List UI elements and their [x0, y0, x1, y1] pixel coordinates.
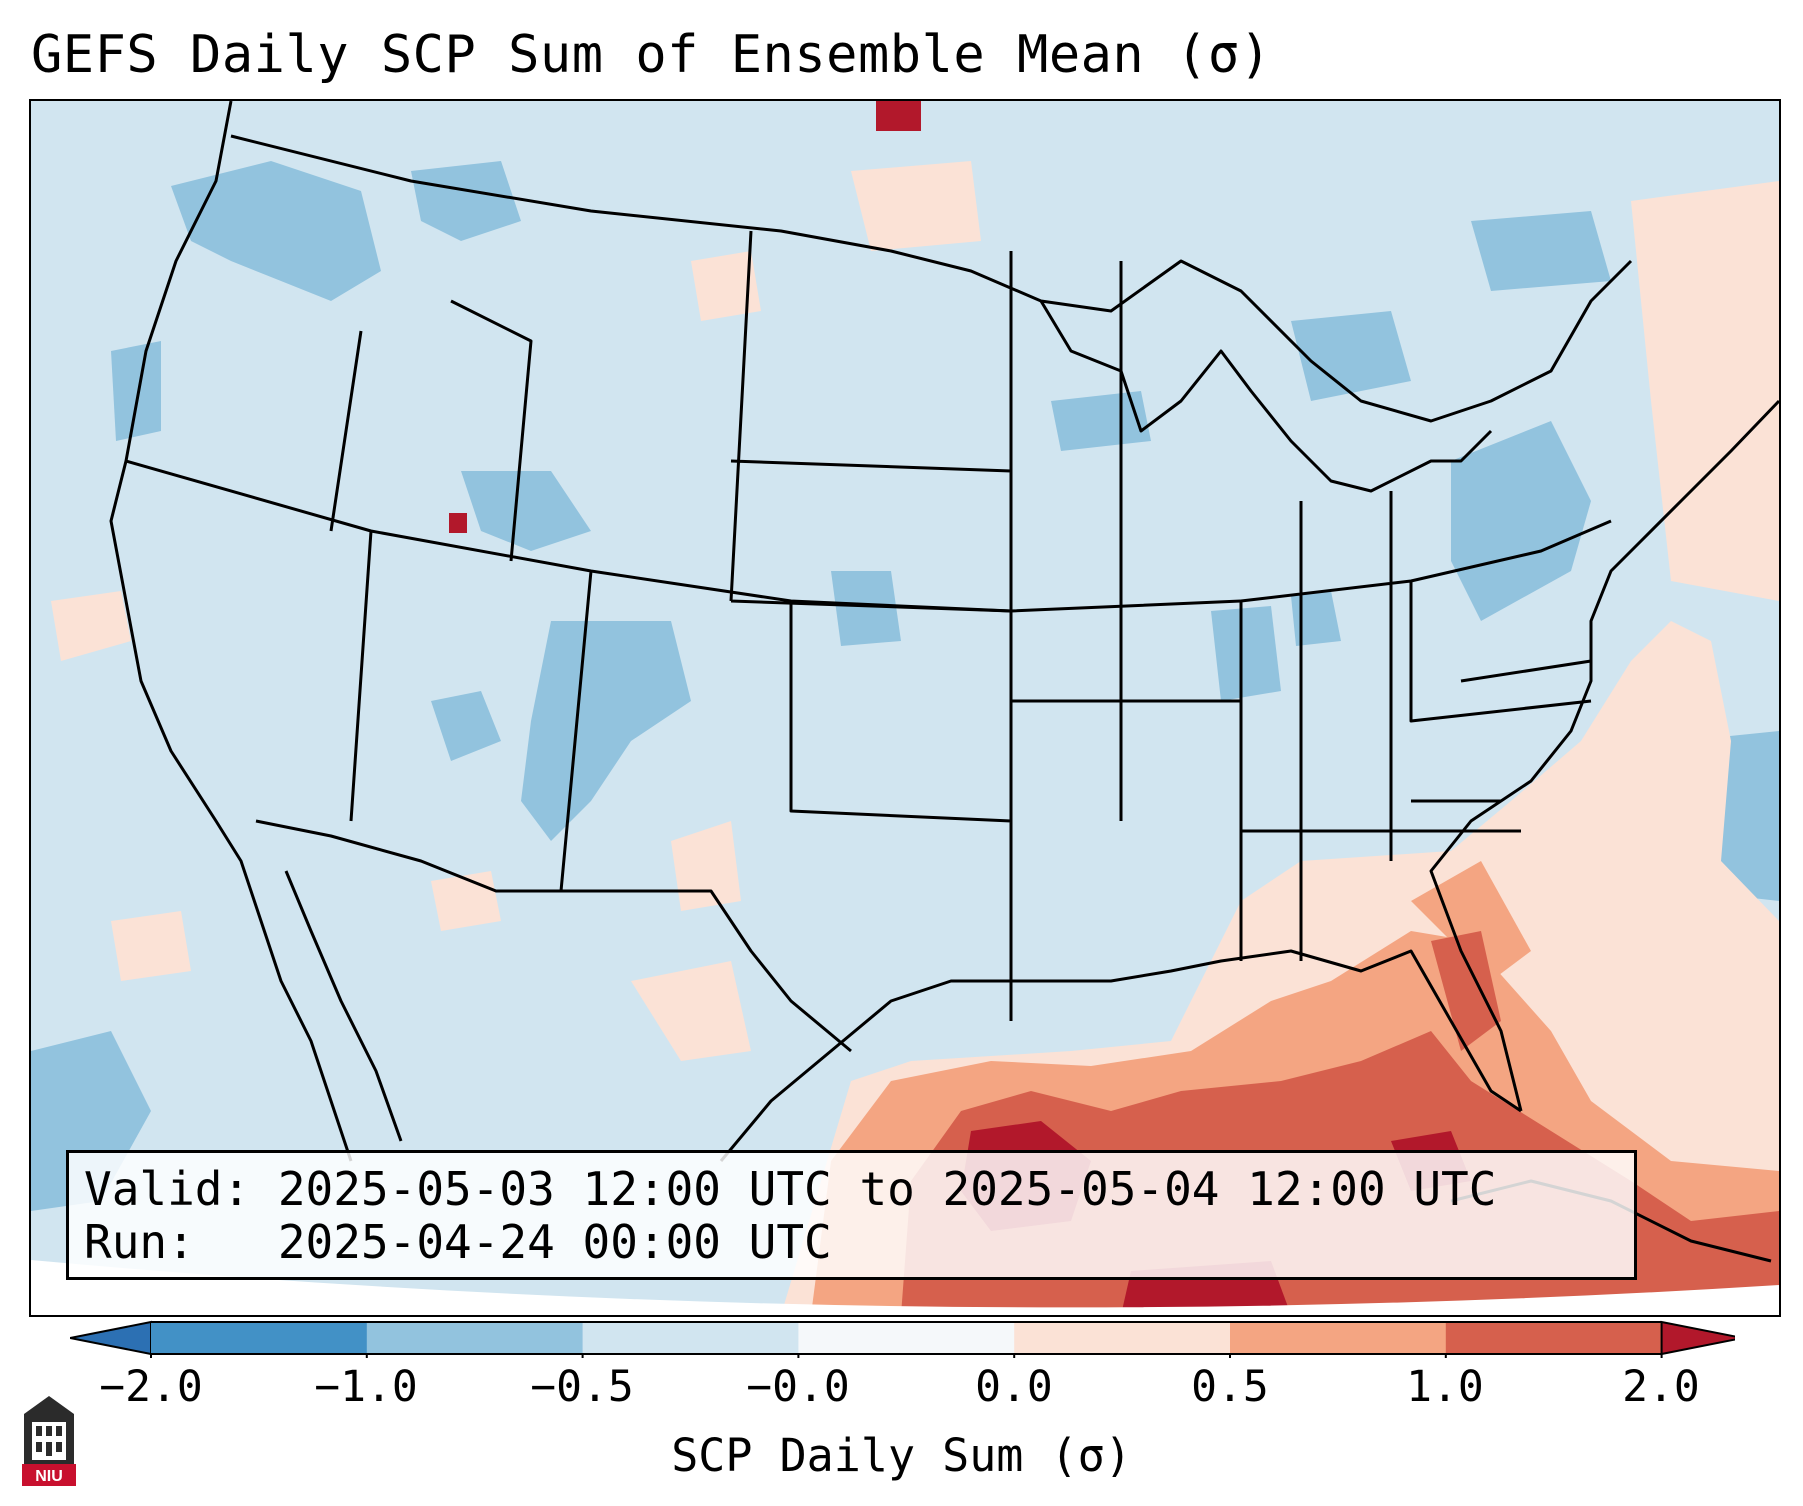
- map-frame: [29, 99, 1781, 1317]
- gulf-coastline: [719, 949, 1522, 1162]
- colorbar-tick-label: −2.0: [99, 1362, 203, 1412]
- baja-region: [111, 911, 191, 981]
- florida-east-coast-region: [1411, 861, 1531, 981]
- interior-state-lines-west: [125, 299, 1242, 1021]
- pacific-offshore-patch: [111, 341, 161, 441]
- interior-state-lines-central: [729, 230, 1521, 961]
- atlantic-canada-patch: [1471, 211, 1611, 291]
- quebec-patch: [1291, 311, 1411, 401]
- colorbar-tick-label: 2.0: [1622, 1362, 1700, 1412]
- valid-time-text: Valid: 2025-05-03 12:00 UTC to 2025-05-0…: [84, 1162, 1497, 1216]
- colorbar-outline: [151, 1321, 1662, 1355]
- kansas-patch: [831, 571, 901, 646]
- colorbar-segment: [798, 1322, 1015, 1354]
- canada-extreme-cell: [876, 101, 921, 131]
- eastern-canada-region: [1631, 181, 1779, 601]
- florida-peninsula-region: [1431, 931, 1501, 1051]
- colorbar-tick-label: 0.5: [1191, 1362, 1269, 1412]
- colorado-utah-patch: [521, 621, 691, 841]
- colorbar-tick-label: 0.0: [975, 1362, 1053, 1412]
- colorbar-tick-label: −0.0: [746, 1362, 850, 1412]
- colorbar-segment: [1445, 1322, 1663, 1354]
- colorbar-segment: [1230, 1322, 1447, 1354]
- colorbar-over-extension: [1660, 1320, 1735, 1356]
- west-coast-coastline: [109, 101, 353, 1162]
- northern-plains-patch: [411, 161, 521, 241]
- chart-title: GEFS Daily SCP Sum of Ensemble Mean (σ): [31, 25, 1272, 85]
- baja-coastline: [284, 870, 403, 1142]
- northern-plains-region: [851, 161, 981, 251]
- eastern-pacific-patch: [31, 1031, 151, 1211]
- info-box: Valid: 2025-05-03 12:00 UTC to 2025-05-0…: [66, 1150, 1637, 1280]
- interior-state-lines-east: [1240, 491, 1612, 961]
- indiana-patch: [1211, 606, 1281, 701]
- new-mexico-region: [671, 821, 741, 911]
- niu-logo-icon: NIU: [22, 1396, 76, 1486]
- ohio-patch: [1291, 591, 1341, 646]
- colorbar-tick-label: −0.5: [530, 1362, 634, 1412]
- niu-logo-text: NIU: [35, 1468, 63, 1485]
- run-time-text: Run: 2025-04-24 00:00 UTC: [84, 1215, 832, 1269]
- colorbar-tick-label: 1.0: [1406, 1362, 1484, 1412]
- scp-map: [31, 101, 1779, 1310]
- mexico-us-border: [255, 819, 852, 1053]
- california-offshore-region: [51, 591, 131, 661]
- colorbar-segment: [366, 1322, 584, 1354]
- west-texas-region: [631, 961, 751, 1061]
- utah-extreme-cell: [449, 513, 467, 533]
- atlantic-coastline: [1429, 399, 1779, 1112]
- pacific-northwest-patch: [171, 161, 381, 301]
- political-boundaries: [109, 101, 1779, 1263]
- colorbar-segment: [1014, 1322, 1231, 1354]
- colorbar-under-extension: [70, 1320, 152, 1356]
- colorbar-tick-label: −1.0: [314, 1362, 418, 1412]
- colorbar: [70, 1320, 1735, 1358]
- montana-region: [691, 251, 761, 321]
- idaho-wyoming-patch: [461, 471, 591, 551]
- colorbar-segment: [582, 1322, 799, 1354]
- colorbar-label: SCP Daily Sum (σ): [671, 1429, 1132, 1482]
- pennsylvania-new-york-patch: [1451, 421, 1591, 621]
- colorbar-segment: [151, 1322, 368, 1354]
- ontario-patch: [1051, 391, 1151, 451]
- canada-us-border: [230, 134, 1633, 423]
- map-projection-edge: [31, 1260, 1779, 1310]
- nevada-patch: [431, 691, 501, 761]
